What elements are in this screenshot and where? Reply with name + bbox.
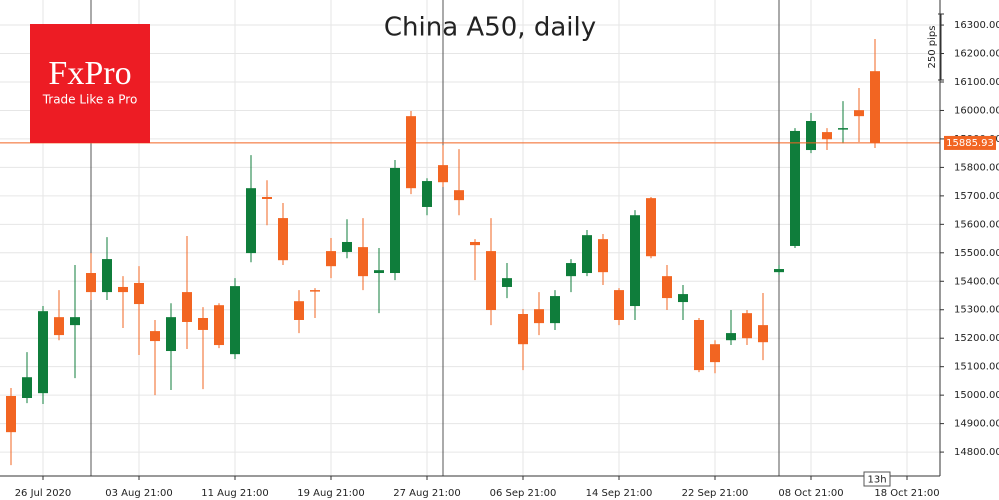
x-tick-label: 08 Oct 21:00	[778, 488, 843, 499]
candle-body	[422, 181, 432, 207]
logo-name: FxPro	[48, 55, 131, 92]
candle-body	[374, 270, 384, 274]
candle-body	[214, 305, 224, 346]
candle-body	[502, 278, 512, 287]
y-tick-label: 15000.00	[954, 390, 999, 401]
candle-body	[662, 276, 672, 299]
y-tick-label: 15500.00	[954, 248, 999, 259]
y-tick-label: 15400.00	[954, 276, 999, 287]
candle-body	[342, 241, 352, 252]
logo-box	[30, 24, 150, 143]
last-price-label: 15885.93	[946, 138, 994, 149]
y-tick-label: 15800.00	[954, 162, 999, 173]
x-tick-label: 22 Sep 21:00	[682, 488, 749, 499]
grid	[0, 0, 940, 476]
candle-body	[486, 251, 496, 311]
y-tick-label: 14900.00	[954, 419, 999, 430]
candle-body	[838, 128, 848, 130]
candle-body	[790, 130, 800, 246]
candle-body	[38, 311, 48, 394]
candle-body	[150, 331, 160, 342]
time-label: 13h	[867, 475, 886, 486]
candle-body	[550, 296, 560, 324]
candle-body	[630, 215, 640, 307]
candle-body	[870, 71, 880, 143]
logo-tagline: Trade Like a Pro	[42, 93, 138, 107]
y-tick-label: 15700.00	[954, 191, 999, 202]
candle-body	[854, 110, 864, 117]
candle-body	[710, 344, 720, 363]
y-tick-label: 15100.00	[954, 362, 999, 373]
y-tick-label: 16200.00	[954, 49, 999, 60]
candle-body	[86, 273, 96, 293]
candle-body	[438, 165, 448, 183]
candle-body	[246, 188, 256, 254]
candles	[6, 39, 880, 466]
candle-body	[518, 314, 528, 345]
candle-body	[262, 197, 272, 199]
x-tick-label: 18 Oct 21:00	[874, 488, 939, 499]
candle-body	[70, 317, 80, 326]
y-tick-label: 15600.00	[954, 219, 999, 230]
x-tick-label: 19 Aug 21:00	[297, 488, 364, 499]
y-tick-label: 15200.00	[954, 333, 999, 344]
candle-body	[54, 317, 64, 336]
candle-body	[102, 259, 112, 293]
x-tick-label: 26 Jul 2020	[15, 488, 72, 499]
chart-title: China A50, daily	[384, 13, 596, 43]
candle-body	[118, 286, 128, 293]
candle-body	[678, 294, 688, 303]
candle-body	[182, 292, 192, 322]
x-tick-label: 14 Sep 21:00	[586, 488, 653, 499]
x-tick-label: 27 Aug 21:00	[393, 488, 460, 499]
candle-body	[694, 319, 704, 371]
candle-body	[614, 290, 624, 320]
candle-body	[742, 313, 752, 339]
candle-body	[326, 251, 336, 267]
candle-body	[646, 198, 656, 257]
candle-body	[294, 301, 304, 320]
candle-body	[278, 218, 288, 261]
candle-body	[582, 235, 592, 274]
candle-body	[390, 167, 400, 274]
candle-body	[6, 396, 16, 433]
y-tick-label: 14800.00	[954, 447, 999, 458]
candle-body	[758, 325, 768, 343]
y-tick-label: 16300.00	[954, 20, 999, 31]
candle-body	[774, 269, 784, 273]
x-tick-label: 03 Aug 21:00	[105, 488, 172, 499]
candle-body	[22, 377, 32, 398]
candle-body	[406, 116, 416, 189]
candle-body	[806, 120, 816, 151]
y-tick-label: 16000.00	[954, 105, 999, 116]
candle-body	[358, 247, 368, 277]
candle-body	[166, 317, 176, 352]
x-tick-label: 06 Sep 21:00	[490, 488, 557, 499]
candle-body	[470, 241, 480, 246]
y-tick-label: 15300.00	[954, 305, 999, 316]
candle-body	[310, 290, 320, 292]
candle-body	[822, 132, 832, 140]
candle-body	[726, 333, 736, 341]
y-tick-label: 16100.00	[954, 77, 999, 88]
time-box	[863, 471, 891, 487]
candle-body	[454, 190, 464, 201]
candle-body	[598, 239, 608, 273]
x-tick-label: 11 Aug 21:00	[201, 488, 268, 499]
ruler-label: 250 pips	[927, 26, 938, 69]
candle-body	[198, 317, 208, 330]
candle-body	[134, 282, 144, 305]
candle-body	[534, 309, 544, 324]
last-price-box	[944, 135, 996, 150]
candle-body	[230, 286, 240, 355]
candle-body	[566, 263, 576, 277]
